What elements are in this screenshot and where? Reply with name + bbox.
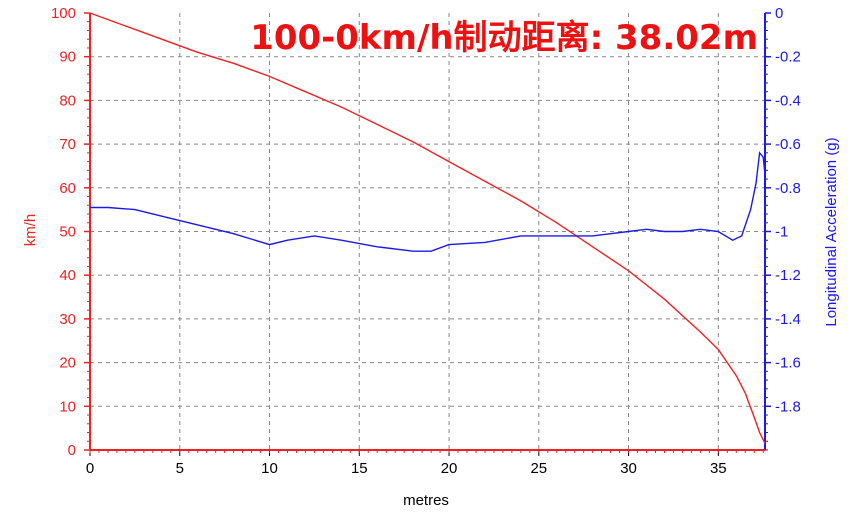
x-tick-label: 0 — [86, 460, 94, 477]
y-left-tick-label: 60 — [59, 180, 76, 197]
y-right-tick-label: -1.8 — [775, 398, 801, 415]
y-left-tick-label: 30 — [59, 311, 76, 328]
y-left-tick-label: 0 — [68, 442, 76, 459]
y-left-axis-title: km/h — [22, 214, 39, 247]
y-left-tick-label: 100 — [51, 5, 76, 22]
y-right-tick-label: -1.2 — [775, 267, 801, 284]
ticks-layer: 0 5 10 15 20 25 30 35 0 10 20 30 40 50 60 70 80 90 100 0 -0.… — [51, 5, 801, 477]
x-tick-label: 30 — [620, 460, 637, 477]
y-right-tick-label: -0.4 — [775, 92, 801, 109]
y-right-tick-label: -0.8 — [775, 180, 801, 197]
x-tick-label: 10 — [261, 460, 278, 477]
x-axis-title: metres — [403, 492, 449, 509]
x-tick-label: 15 — [351, 460, 368, 477]
series-layer — [89, 12, 766, 444]
y-right-tick-label: -1 — [775, 224, 788, 241]
y-right-tick-label: 0 — [775, 5, 783, 22]
y-right-tick-label: -1.6 — [775, 355, 801, 372]
y-left-tick-label: 50 — [59, 224, 76, 241]
y-right-tick-label: -0.6 — [775, 136, 801, 153]
y-left-tick-label: 70 — [59, 136, 76, 153]
chart-annotation: 100-0km/h制动距离: 38.02m — [250, 18, 758, 58]
y-left-tick-label: 90 — [59, 49, 76, 66]
x-tick-label: 35 — [710, 460, 727, 477]
y-right-tick-label: -1.4 — [775, 311, 801, 328]
y-left-tick-label: 40 — [59, 267, 76, 284]
y-left-tick-label: 80 — [59, 92, 76, 109]
speed-series-line — [89, 12, 766, 444]
x-tick-label: 5 — [176, 460, 184, 477]
acceleration-series-line — [90, 151, 766, 252]
y-left-tick-label: 20 — [59, 355, 76, 372]
y-right-tick-label: -0.2 — [775, 49, 801, 66]
x-tick-label: 20 — [441, 460, 458, 477]
y-left-tick-label: 10 — [59, 398, 76, 415]
y-right-axis-title: Longitudinal Acceleration (g) — [823, 137, 840, 326]
x-tick-label: 25 — [530, 460, 547, 477]
